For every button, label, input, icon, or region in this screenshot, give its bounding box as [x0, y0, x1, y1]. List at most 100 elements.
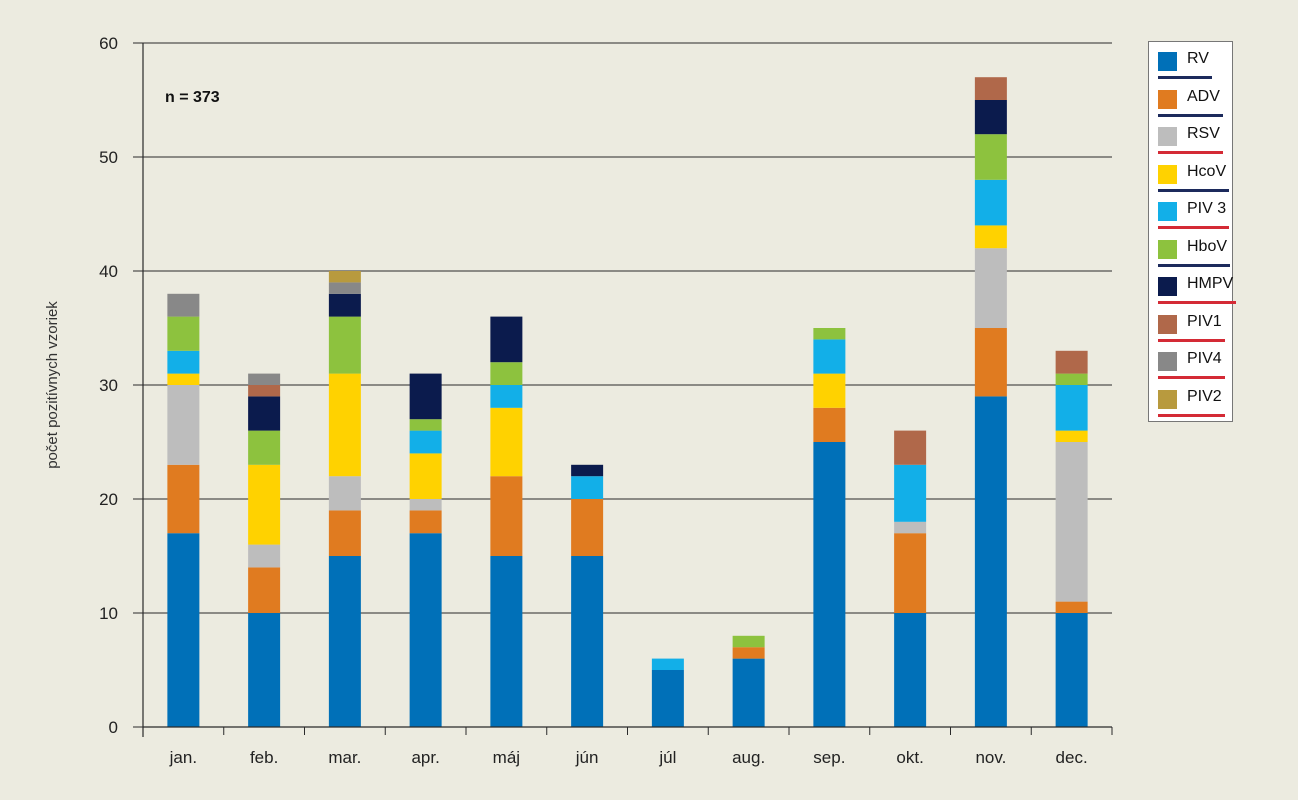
bar-segment: [1055, 385, 1088, 431]
y-tick-label: 30: [99, 376, 118, 395]
x-tick-label: jún: [575, 748, 599, 767]
bar-segment: [974, 100, 1007, 135]
legend-item: PIV1: [1158, 311, 1234, 342]
bar-segment: [490, 362, 523, 385]
bar-segment: [974, 396, 1007, 727]
legend-underline: [1158, 76, 1212, 79]
bar-segment: [490, 556, 523, 727]
legend-swatch: [1158, 314, 1177, 334]
bar-segment: [328, 556, 361, 727]
bar-segment: [894, 430, 927, 465]
bar-segment: [974, 328, 1007, 397]
y-tick-label: 10: [99, 604, 118, 623]
bar-segment: [248, 385, 281, 397]
bar-segment: [409, 499, 442, 511]
bar-segment: [409, 510, 442, 534]
x-tick-label: mar.: [328, 748, 361, 767]
bar-segment: [167, 533, 200, 727]
legend-item: PIV4: [1158, 348, 1234, 379]
legend-swatch: [1158, 352, 1177, 371]
legend-label: HboV: [1187, 237, 1228, 255]
bar-segment: [490, 407, 523, 477]
x-tick-label: máj: [493, 748, 520, 767]
legend-item: PIV 3: [1158, 198, 1234, 229]
bar-segment: [571, 464, 604, 477]
bar-segment: [974, 248, 1007, 328]
x-tick-label: sep.: [813, 748, 845, 767]
bar-segment: [571, 476, 604, 499]
legend-underline: [1158, 263, 1230, 267]
bar-segment: [1055, 430, 1088, 442]
bar-segment: [328, 373, 361, 477]
bar-segment: [974, 225, 1007, 249]
y-tick-label: 0: [109, 718, 118, 737]
bar-segment: [894, 521, 927, 534]
bar-segment: [813, 442, 846, 727]
legend-swatch: [1158, 202, 1177, 221]
legend-item: ADV: [1158, 86, 1234, 117]
bar-segment: [328, 271, 361, 283]
x-tick-label: nov.: [975, 748, 1006, 767]
bar-segment: [328, 510, 361, 556]
legend-underline: [1158, 301, 1236, 304]
bar-segment: [894, 464, 927, 522]
bar-segment: [328, 316, 361, 374]
x-tick-label: feb.: [250, 748, 278, 767]
legend-underline: [1158, 338, 1225, 342]
x-tick-label: jan.: [169, 748, 197, 767]
x-tick-label: dec.: [1056, 748, 1088, 767]
x-tick-label: apr.: [411, 748, 439, 767]
bar-segment: [490, 385, 523, 408]
bar-segment: [248, 464, 281, 545]
legend-label: PIV 3: [1187, 200, 1227, 217]
legend-label: PIV2: [1187, 387, 1222, 405]
bar-segment: [974, 77, 1007, 100]
x-tick-label: aug.: [732, 748, 765, 767]
legend: RV ADV RSV HcoV PIV 3 HboV HMPV PIV1 PIV4 PIV2: [1148, 41, 1236, 422]
legend-label: PIV1: [1187, 312, 1222, 330]
legend-underline: [1158, 188, 1229, 192]
bar-segment: [732, 658, 765, 727]
bar-segment: [651, 670, 684, 727]
legend-label: HcoV: [1187, 162, 1227, 180]
bar-segment: [248, 613, 281, 727]
legend-swatch: [1158, 89, 1177, 109]
y-tick-label: 50: [99, 148, 118, 167]
legend-underline: [1158, 413, 1225, 417]
legend-label: RV: [1187, 50, 1209, 67]
bar-segment: [409, 533, 442, 727]
grid-lines: [143, 42, 1112, 614]
bar-segment: [813, 373, 846, 408]
x-tick-label: júl: [658, 748, 676, 767]
y-tick-label: 60: [99, 34, 118, 53]
legend-underline: [1158, 226, 1229, 229]
bar-segment: [571, 499, 604, 556]
bar-segment: [732, 647, 765, 659]
legend-item: HboV: [1158, 236, 1234, 267]
bar-segment: [409, 453, 442, 499]
bar-segment: [409, 430, 442, 454]
bar-segment: [1055, 613, 1088, 727]
bar-segment: [167, 350, 200, 374]
legend-item: RV: [1158, 48, 1234, 79]
bar-segment: [167, 293, 200, 317]
legend-label: PIV4: [1187, 350, 1222, 367]
bar-segment: [328, 293, 361, 317]
legend-swatch: [1158, 52, 1177, 71]
axes: 0 10 20 30 40 50 60 jan. feb. mar. apr. máj jún júl au…: [99, 34, 1113, 767]
y-tick-label: 20: [99, 490, 118, 509]
bar-segment: [409, 419, 442, 431]
legend-swatch: [1158, 277, 1177, 296]
bar-segment: [328, 476, 361, 511]
legend-item: HMPV: [1158, 273, 1236, 304]
legend-underline: [1158, 151, 1223, 154]
bar-segment: [167, 385, 200, 465]
bar-segment: [409, 373, 442, 420]
bars-group: [167, 77, 1088, 727]
bar-segment: [813, 407, 846, 442]
bar-segment: [248, 430, 281, 465]
bar-segment: [974, 134, 1007, 180]
bar-segment: [490, 316, 523, 363]
legend-label: RSV: [1187, 125, 1220, 142]
bar-segment: [1055, 350, 1088, 374]
